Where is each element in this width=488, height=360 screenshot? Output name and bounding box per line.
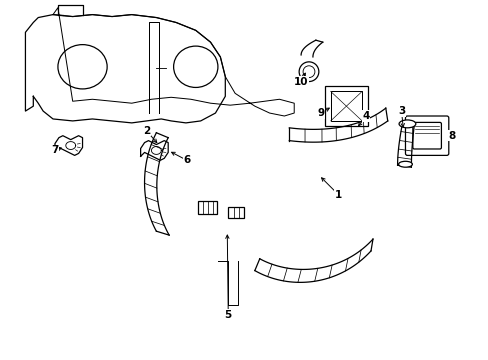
Text: 9: 9 — [317, 108, 324, 118]
Bar — [228, 207, 244, 219]
FancyBboxPatch shape — [405, 116, 448, 156]
FancyBboxPatch shape — [412, 122, 441, 149]
Bar — [197, 201, 217, 215]
Text: 3: 3 — [397, 106, 405, 116]
Circle shape — [303, 66, 314, 78]
Text: 7: 7 — [51, 145, 59, 156]
Text: 2: 2 — [142, 126, 150, 136]
Text: 6: 6 — [183, 155, 190, 165]
Ellipse shape — [398, 120, 415, 128]
Ellipse shape — [173, 46, 218, 87]
Text: 1: 1 — [334, 190, 342, 200]
Bar — [324, 86, 367, 126]
Circle shape — [299, 62, 318, 82]
Text: 5: 5 — [224, 310, 231, 320]
Text: 10: 10 — [293, 77, 308, 86]
Text: 4: 4 — [362, 111, 369, 121]
Ellipse shape — [58, 45, 107, 89]
Ellipse shape — [398, 161, 411, 167]
Bar — [330, 91, 362, 121]
Text: 8: 8 — [447, 131, 454, 141]
